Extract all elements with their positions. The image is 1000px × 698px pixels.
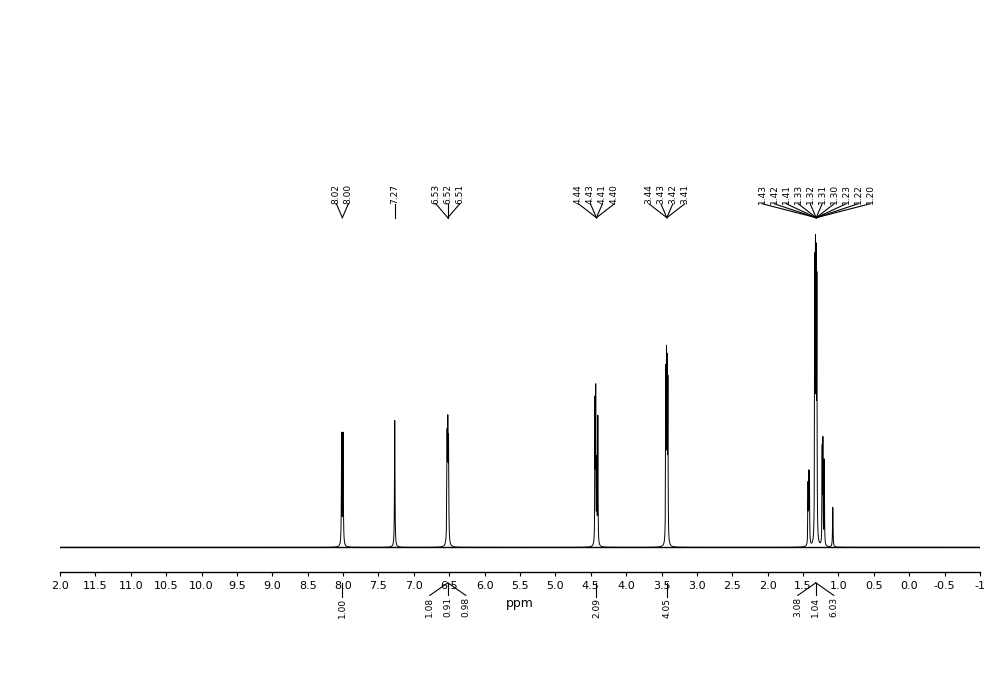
Text: 3.43: 3.43 xyxy=(656,184,665,204)
Text: 6.52: 6.52 xyxy=(443,184,452,204)
Text: 1.41: 1.41 xyxy=(782,184,791,204)
Text: 1.42: 1.42 xyxy=(770,184,779,204)
Text: 1.08: 1.08 xyxy=(425,597,434,617)
Text: 2.09: 2.09 xyxy=(592,598,601,618)
X-axis label: ppm: ppm xyxy=(506,597,534,610)
Text: 3.08: 3.08 xyxy=(793,597,802,617)
Text: 4.44: 4.44 xyxy=(574,184,583,204)
Text: 0.98: 0.98 xyxy=(461,597,470,617)
Text: 4.41: 4.41 xyxy=(598,184,607,204)
Text: 0.91: 0.91 xyxy=(443,597,452,617)
Text: 1.33: 1.33 xyxy=(794,184,803,204)
Text: 4.05: 4.05 xyxy=(662,598,671,618)
Text: 1.23: 1.23 xyxy=(842,184,851,204)
Text: 3.41: 3.41 xyxy=(680,184,689,204)
Text: 8.02: 8.02 xyxy=(332,184,341,204)
Text: 7.27: 7.27 xyxy=(390,184,399,204)
Text: 4.43: 4.43 xyxy=(586,184,595,204)
Text: 1.43: 1.43 xyxy=(758,184,767,204)
Text: 6.51: 6.51 xyxy=(455,184,464,204)
Text: 1.20: 1.20 xyxy=(866,184,875,204)
Text: 1.32: 1.32 xyxy=(806,184,815,204)
Text: 1.04: 1.04 xyxy=(811,597,820,617)
Text: 6.53: 6.53 xyxy=(431,184,440,204)
Text: 1.30: 1.30 xyxy=(830,184,839,204)
Text: 3.44: 3.44 xyxy=(644,184,653,204)
Text: 6.03: 6.03 xyxy=(829,597,838,617)
Text: 1.00: 1.00 xyxy=(338,598,347,618)
Text: 3.42: 3.42 xyxy=(668,184,677,204)
Text: 8.00: 8.00 xyxy=(344,184,353,204)
Text: 1.31: 1.31 xyxy=(818,184,827,204)
Text: 1.22: 1.22 xyxy=(854,184,863,204)
Text: 4.40: 4.40 xyxy=(610,184,619,204)
